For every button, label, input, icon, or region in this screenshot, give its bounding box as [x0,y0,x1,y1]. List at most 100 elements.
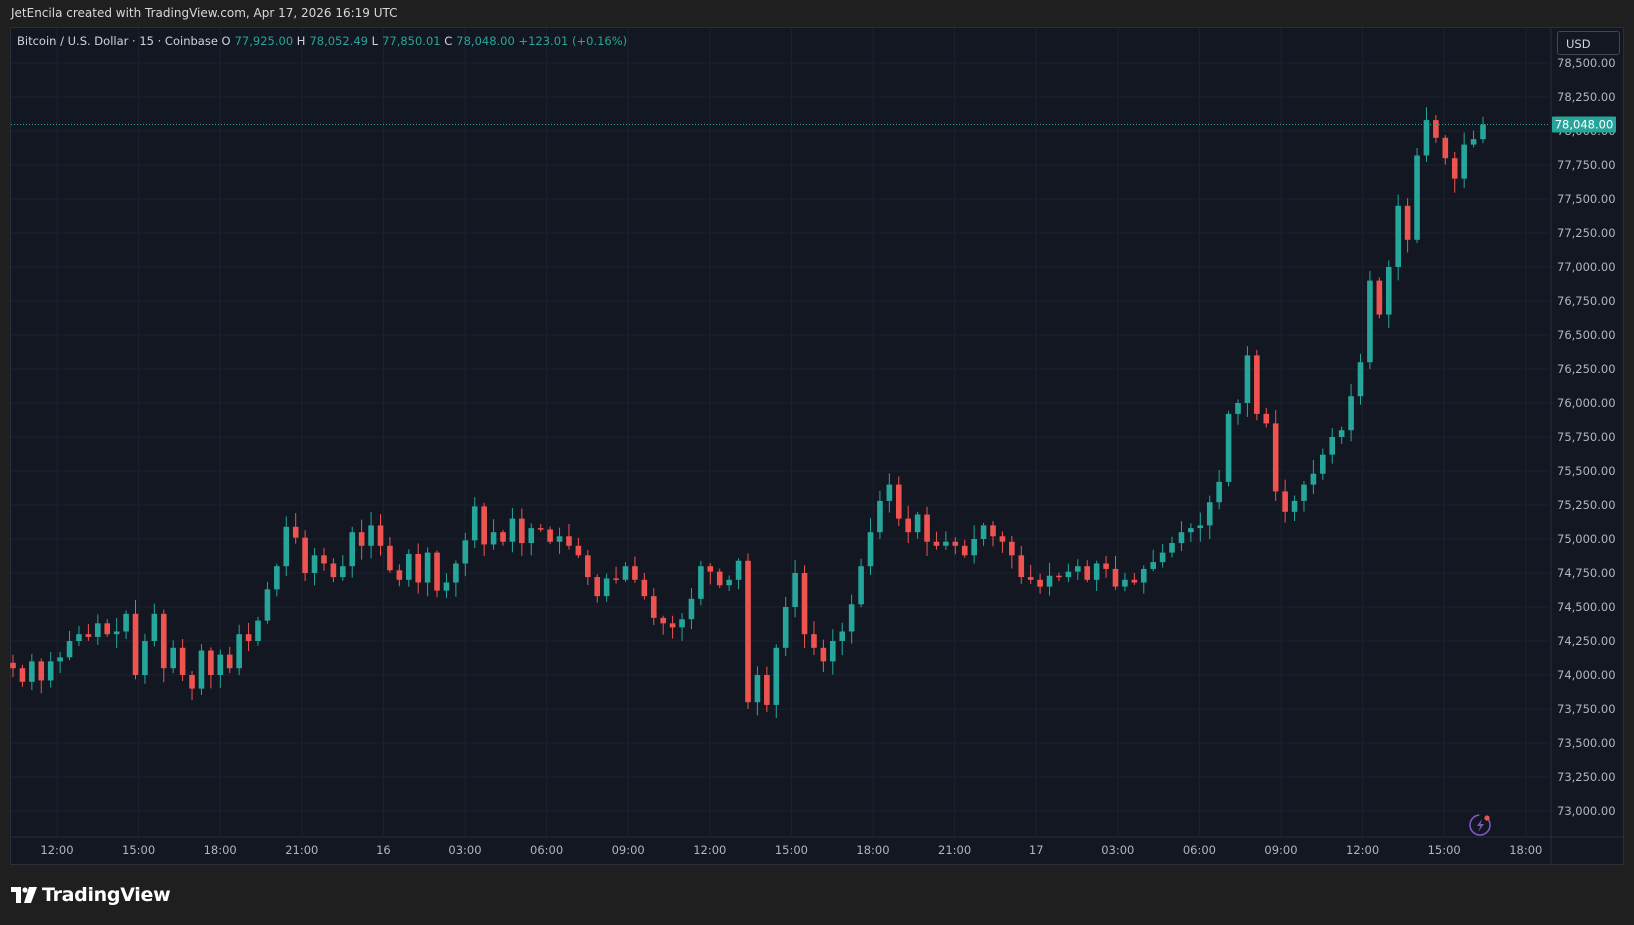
candle-body [387,545,393,571]
candle-body [961,545,968,556]
time-tick-label: 09:00 [1264,843,1297,857]
candle-body [519,518,525,544]
candle-body [330,563,337,578]
candle-body [1451,158,1458,179]
time-tick-label: 03:00 [1101,843,1134,857]
candle-body [547,529,553,542]
candle-body [434,552,440,591]
candle-body [1197,525,1204,529]
candle-body [1188,528,1194,533]
candle-body [1385,267,1392,315]
candle-body [575,545,582,556]
candle-body [1376,280,1383,315]
price-tick-label: 73,750.00 [1557,702,1616,716]
symbol-name: Bitcoin / U.S. Dollar · 15 · Coinbase [17,34,218,48]
candle-body [905,518,911,533]
candle-body [782,607,789,648]
currency-button[interactable]: USD [1557,31,1620,55]
candle-body [1310,473,1317,485]
candle-body [358,532,365,546]
candle-body [142,641,148,675]
candle-body [443,582,450,591]
candle-body [820,647,827,662]
time-tick-label: 21:00 [285,843,318,857]
candle-body [405,553,412,580]
candle-body [471,506,478,541]
price-tick-label: 76,750.00 [1557,294,1616,308]
price-tick-label: 74,500.00 [1557,600,1616,614]
candle-body [679,619,685,628]
last-price-tag: 78,048.00 [1552,116,1616,133]
candle-body [76,634,82,641]
candle-body [566,536,572,546]
candle-body [943,541,949,546]
time-tick-label: 03:00 [448,843,481,857]
price-tick-label: 75,500.00 [1557,464,1616,478]
price-tick-label: 77,500.00 [1557,192,1616,206]
candle-body [1037,579,1043,587]
price-tick-label: 77,250.00 [1557,226,1616,240]
price-tick-label: 73,000.00 [1557,804,1616,818]
candle-body [396,570,403,580]
candle-body [660,617,666,624]
candle-body [274,566,280,590]
candle-body [1367,280,1373,363]
candle-body [528,528,535,544]
candle-body [160,613,167,669]
candle-body [1075,566,1081,572]
candle-body [368,525,374,546]
open-value: 77,925.00 [234,34,294,48]
price-tick-label: 74,750.00 [1557,566,1616,580]
candle-body [311,555,318,573]
candle-body [255,620,261,641]
candle-body [38,661,45,681]
candle-body [895,484,902,519]
candle-body [613,578,619,580]
candle-body [453,563,459,583]
price-tick-label: 77,000.00 [1557,260,1616,274]
candle-body [1150,562,1156,569]
candle-body [217,654,224,675]
time-tick-label: 12:00 [693,843,726,857]
candle-body [1254,355,1260,414]
candle-body [811,634,817,648]
lightning-alert-icon[interactable] [1469,814,1491,836]
candle-body [924,514,930,542]
price-tick-label: 76,000.00 [1557,396,1616,410]
price-tick-label: 78,250.00 [1557,90,1616,104]
chart-frame[interactable] [10,27,1624,865]
candle-body [415,553,421,583]
candle-body [1009,541,1015,556]
candle-body [1140,568,1147,583]
candle-body [933,541,940,546]
close-value: 78,048.00 [456,34,515,48]
candle-body [707,566,714,572]
brand-logo[interactable]: TradingView [11,884,171,906]
time-tick-label: 09:00 [612,843,645,857]
candle-body [632,566,638,580]
chart-caption: JetEncila created with TradingView.com, … [11,6,398,20]
change-value: +123.01 (+0.16%) [518,34,628,48]
candle-body [1348,396,1354,431]
candle-body [1169,543,1175,553]
close-label: C [444,34,453,48]
candle-body [1131,579,1138,583]
candle-body [10,662,16,669]
time-tick-label: 18:00 [856,843,889,857]
time-tick-label: 15:00 [775,843,808,857]
candle-body [594,577,601,597]
candle-body [716,571,723,586]
candle-body [1395,205,1401,267]
candle-body [877,500,883,533]
candle-body [1470,139,1477,145]
candle-body [726,579,732,586]
candle-body [1263,413,1270,424]
candle-body [208,650,214,675]
time-tick-label: 06:00 [530,843,563,857]
candle-body [1216,481,1222,503]
candle-body [839,631,846,641]
candle-body [283,526,290,567]
price-tick-label: 75,250.00 [1557,498,1616,512]
candle-body [1018,555,1025,578]
